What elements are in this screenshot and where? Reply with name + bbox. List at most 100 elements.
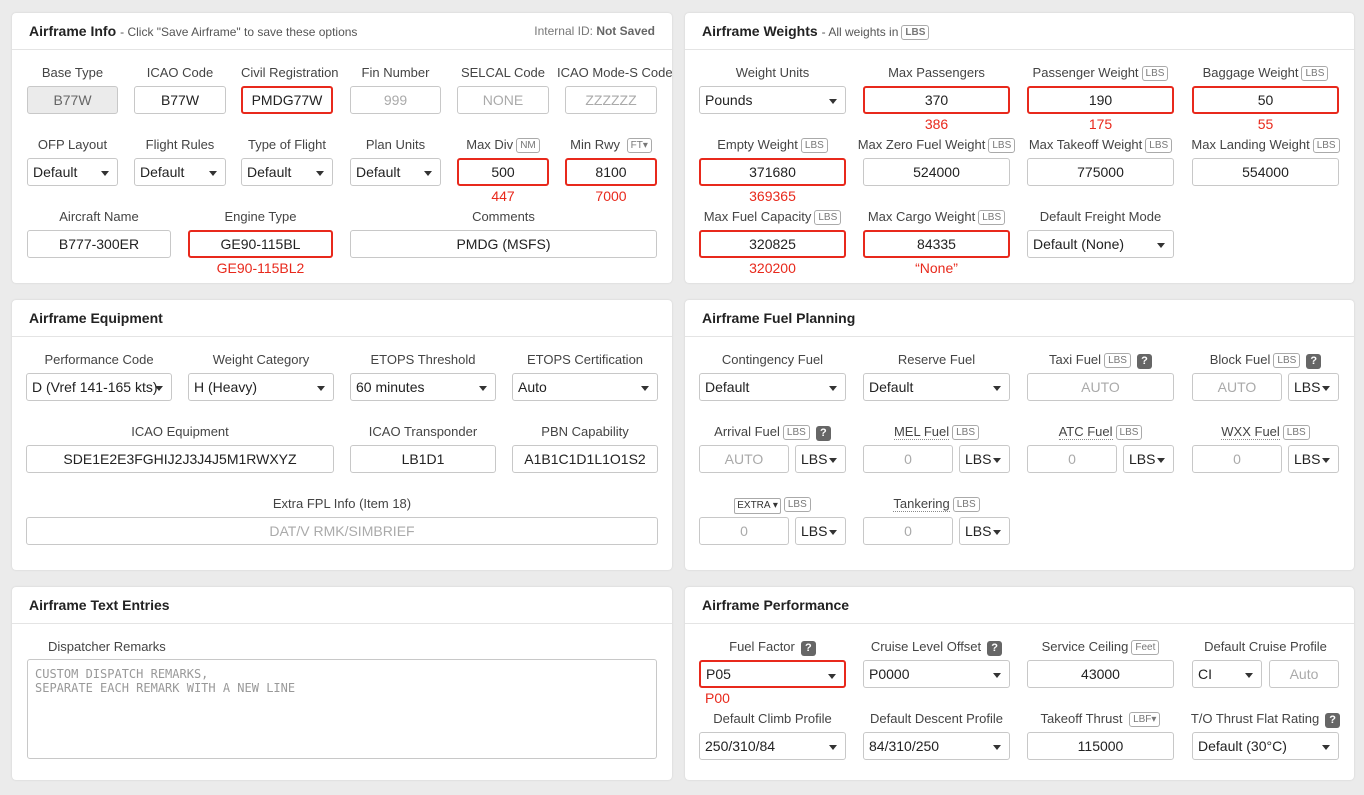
mtow-field[interactable]: 775000 — [1027, 158, 1174, 186]
fin-number-field[interactable]: 999 — [350, 86, 441, 114]
mzfw-field[interactable]: 524000 — [863, 158, 1010, 186]
plan-units-select[interactable]: Default — [350, 158, 441, 186]
max-fuel-capacity-field[interactable]: 320825 — [699, 230, 846, 258]
tankering-field[interactable]: 0 — [863, 517, 953, 545]
weight-category-select[interactable]: H (Heavy) — [188, 373, 334, 401]
mlw-label-text: Max Landing Weight — [1191, 137, 1310, 152]
unit-badge: LBS — [952, 497, 980, 512]
empty-weight-annotation: 369365 — [749, 188, 796, 204]
type-of-flight-select[interactable]: Default — [241, 158, 333, 186]
max-passengers-field[interactable]: 370 — [863, 86, 1010, 114]
help-icon[interactable]: ? — [815, 426, 831, 441]
block-fuel-field[interactable]: AUTO — [1192, 373, 1282, 401]
block-fuel-label-text: Block Fuel — [1209, 352, 1271, 367]
thrust-flat-rating-select[interactable]: Default (30°C) — [1192, 732, 1339, 760]
passenger-weight-field[interactable]: 190 — [1027, 86, 1174, 114]
etops-certification-label: ETOPS Certification — [526, 352, 644, 367]
base-type-field[interactable]: B77W — [27, 86, 118, 114]
contingency-fuel-select[interactable]: Default — [699, 373, 846, 401]
cruise-profile-value-field[interactable]: Auto — [1269, 660, 1339, 688]
tankering-label-text: Tankering — [893, 496, 950, 512]
comments-field[interactable]: PMDG (MSFS) — [350, 230, 657, 258]
atc-fuel-field[interactable]: 0 — [1027, 445, 1117, 473]
max-div-field[interactable]: 500 — [457, 158, 549, 186]
performance-code-select[interactable]: D (Vref 141-165 kts) — [26, 373, 172, 401]
fuel-factor-select[interactable]: P05 — [699, 660, 846, 688]
empty-weight-label: Empty Weight LBS — [699, 137, 846, 153]
default-cruise-profile-select[interactable]: CI — [1192, 660, 1262, 688]
freight-mode-label: Default Freight Mode — [1039, 209, 1162, 224]
ofp-layout-select[interactable]: Default — [27, 158, 118, 186]
pbn-capability-field[interactable]: A1B1C1D1L1O1S2 — [512, 445, 658, 473]
unit-badge: LBS — [814, 210, 842, 225]
default-climb-profile-label: Default Climb Profile — [713, 711, 832, 726]
internal-id-value: Not Saved — [596, 24, 655, 38]
selcal-code-field[interactable]: NONE — [457, 86, 549, 114]
civil-registration-field[interactable]: PMDG77W — [241, 86, 333, 114]
help-icon[interactable]: ? — [1306, 354, 1322, 369]
default-descent-profile-select[interactable]: 84/310/250 — [863, 732, 1010, 760]
mlw-field[interactable]: 554000 — [1192, 158, 1339, 186]
pbn-capability-label: PBN Capability — [541, 424, 629, 439]
dispatcher-remarks-textarea[interactable]: CUSTOM DISPATCH REMARKS, SEPARATE EACH R… — [27, 659, 657, 759]
atc-fuel-unit-select[interactable]: LBS — [1123, 445, 1174, 473]
baggage-weight-label: Baggage Weight LBS — [1192, 65, 1339, 81]
baggage-weight-field[interactable]: 50 — [1192, 86, 1339, 114]
extra-fuel-type-select[interactable]: EXTRA ▾ — [734, 498, 781, 514]
help-icon[interactable]: ? — [1136, 354, 1152, 369]
engine-type-field[interactable]: GE90-115BL — [188, 230, 333, 258]
help-icon[interactable]: ? — [1325, 713, 1341, 728]
ofp-layout-label: OFP Layout — [37, 137, 108, 152]
empty-weight-field[interactable]: 371680 — [699, 158, 846, 186]
mel-fuel-unit-select[interactable]: LBS — [959, 445, 1010, 473]
takeoff-thrust-field[interactable]: 115000 — [1027, 732, 1174, 760]
weight-units-select[interactable]: Pounds — [699, 86, 846, 114]
reserve-fuel-select[interactable]: Default — [863, 373, 1010, 401]
freight-mode-select[interactable]: Default (None) — [1027, 230, 1174, 258]
default-climb-profile-select[interactable]: 250/310/84 — [699, 732, 846, 760]
extra-fuel-label: EXTRA ▾ LBS — [699, 496, 846, 514]
extra-fpl-info-field[interactable]: DAT/V RMK/SIMBRIEF — [26, 517, 658, 545]
airframe-text-entries-panel: Airframe Text Entries Dispatcher Remarks… — [12, 587, 672, 780]
extra-fuel-type-text: EXTRA — [737, 500, 771, 511]
max-cargo-weight-label: Max Cargo Weight LBS — [863, 209, 1010, 225]
mzfw-label: Max Zero Fuel Weight LBS — [857, 137, 1016, 153]
panel-header: Airframe Performance — [685, 587, 1354, 624]
aircraft-name-label: Aircraft Name — [59, 209, 139, 224]
min-rwy-unit-select[interactable]: FT▾ — [626, 138, 652, 153]
icao-equipment-field[interactable]: SDE1E2E3FGHIJ2J3J4J5M1RWXYZ — [26, 445, 334, 473]
flight-rules-select[interactable]: Default — [134, 158, 226, 186]
takeoff-thrust-unit-text: LBF — [1133, 714, 1152, 725]
help-icon[interactable]: ? — [800, 641, 816, 656]
wxx-fuel-unit-select[interactable]: LBS — [1288, 445, 1339, 473]
mode-s-code-field[interactable]: ZZZZZZ — [565, 86, 657, 114]
extra-fuel-field[interactable]: 0 — [699, 517, 789, 545]
cruise-level-offset-select[interactable]: P0000 — [863, 660, 1010, 688]
tankering-unit-select[interactable]: LBS — [959, 517, 1010, 545]
takeoff-thrust-unit-select[interactable]: LBF▾ — [1129, 712, 1161, 727]
taxi-fuel-label-text: Taxi Fuel — [1049, 352, 1102, 367]
help-icon[interactable]: ? — [987, 641, 1003, 656]
max-cargo-weight-field[interactable]: 84335 — [863, 230, 1010, 258]
arrival-fuel-unit-select[interactable]: LBS — [795, 445, 846, 473]
mel-fuel-field[interactable]: 0 — [863, 445, 953, 473]
etops-threshold-select[interactable]: 60 minutes — [350, 373, 496, 401]
cruise-level-offset-label: Cruise Level Offset? — [863, 639, 1010, 656]
service-ceiling-field[interactable]: 43000 — [1027, 660, 1174, 688]
min-rwy-field[interactable]: 8100 — [565, 158, 657, 186]
wxx-fuel-field[interactable]: 0 — [1192, 445, 1282, 473]
passenger-weight-label-text: Passenger Weight — [1032, 65, 1139, 80]
unit-badge: LBS — [952, 425, 980, 440]
thrust-flat-rating-label-text: T/O Thrust Flat Rating — [1190, 711, 1320, 726]
arrival-fuel-field[interactable]: AUTO — [699, 445, 789, 473]
icao-transponder-field[interactable]: LB1D1 — [350, 445, 496, 473]
aircraft-name-field[interactable]: B777-300ER — [27, 230, 171, 258]
extra-fuel-unit-select[interactable]: LBS — [795, 517, 846, 545]
taxi-fuel-field[interactable]: AUTO — [1027, 373, 1174, 401]
icao-code-field[interactable]: B77W — [134, 86, 226, 114]
etops-certification-select[interactable]: Auto — [512, 373, 658, 401]
block-fuel-label: Block Fuel LBS? — [1192, 352, 1339, 369]
extra-fpl-info-label: Extra FPL Info (Item 18) — [272, 496, 412, 511]
block-fuel-unit-select[interactable]: LBS — [1288, 373, 1339, 401]
max-div-label-text: Max Div — [466, 137, 514, 152]
